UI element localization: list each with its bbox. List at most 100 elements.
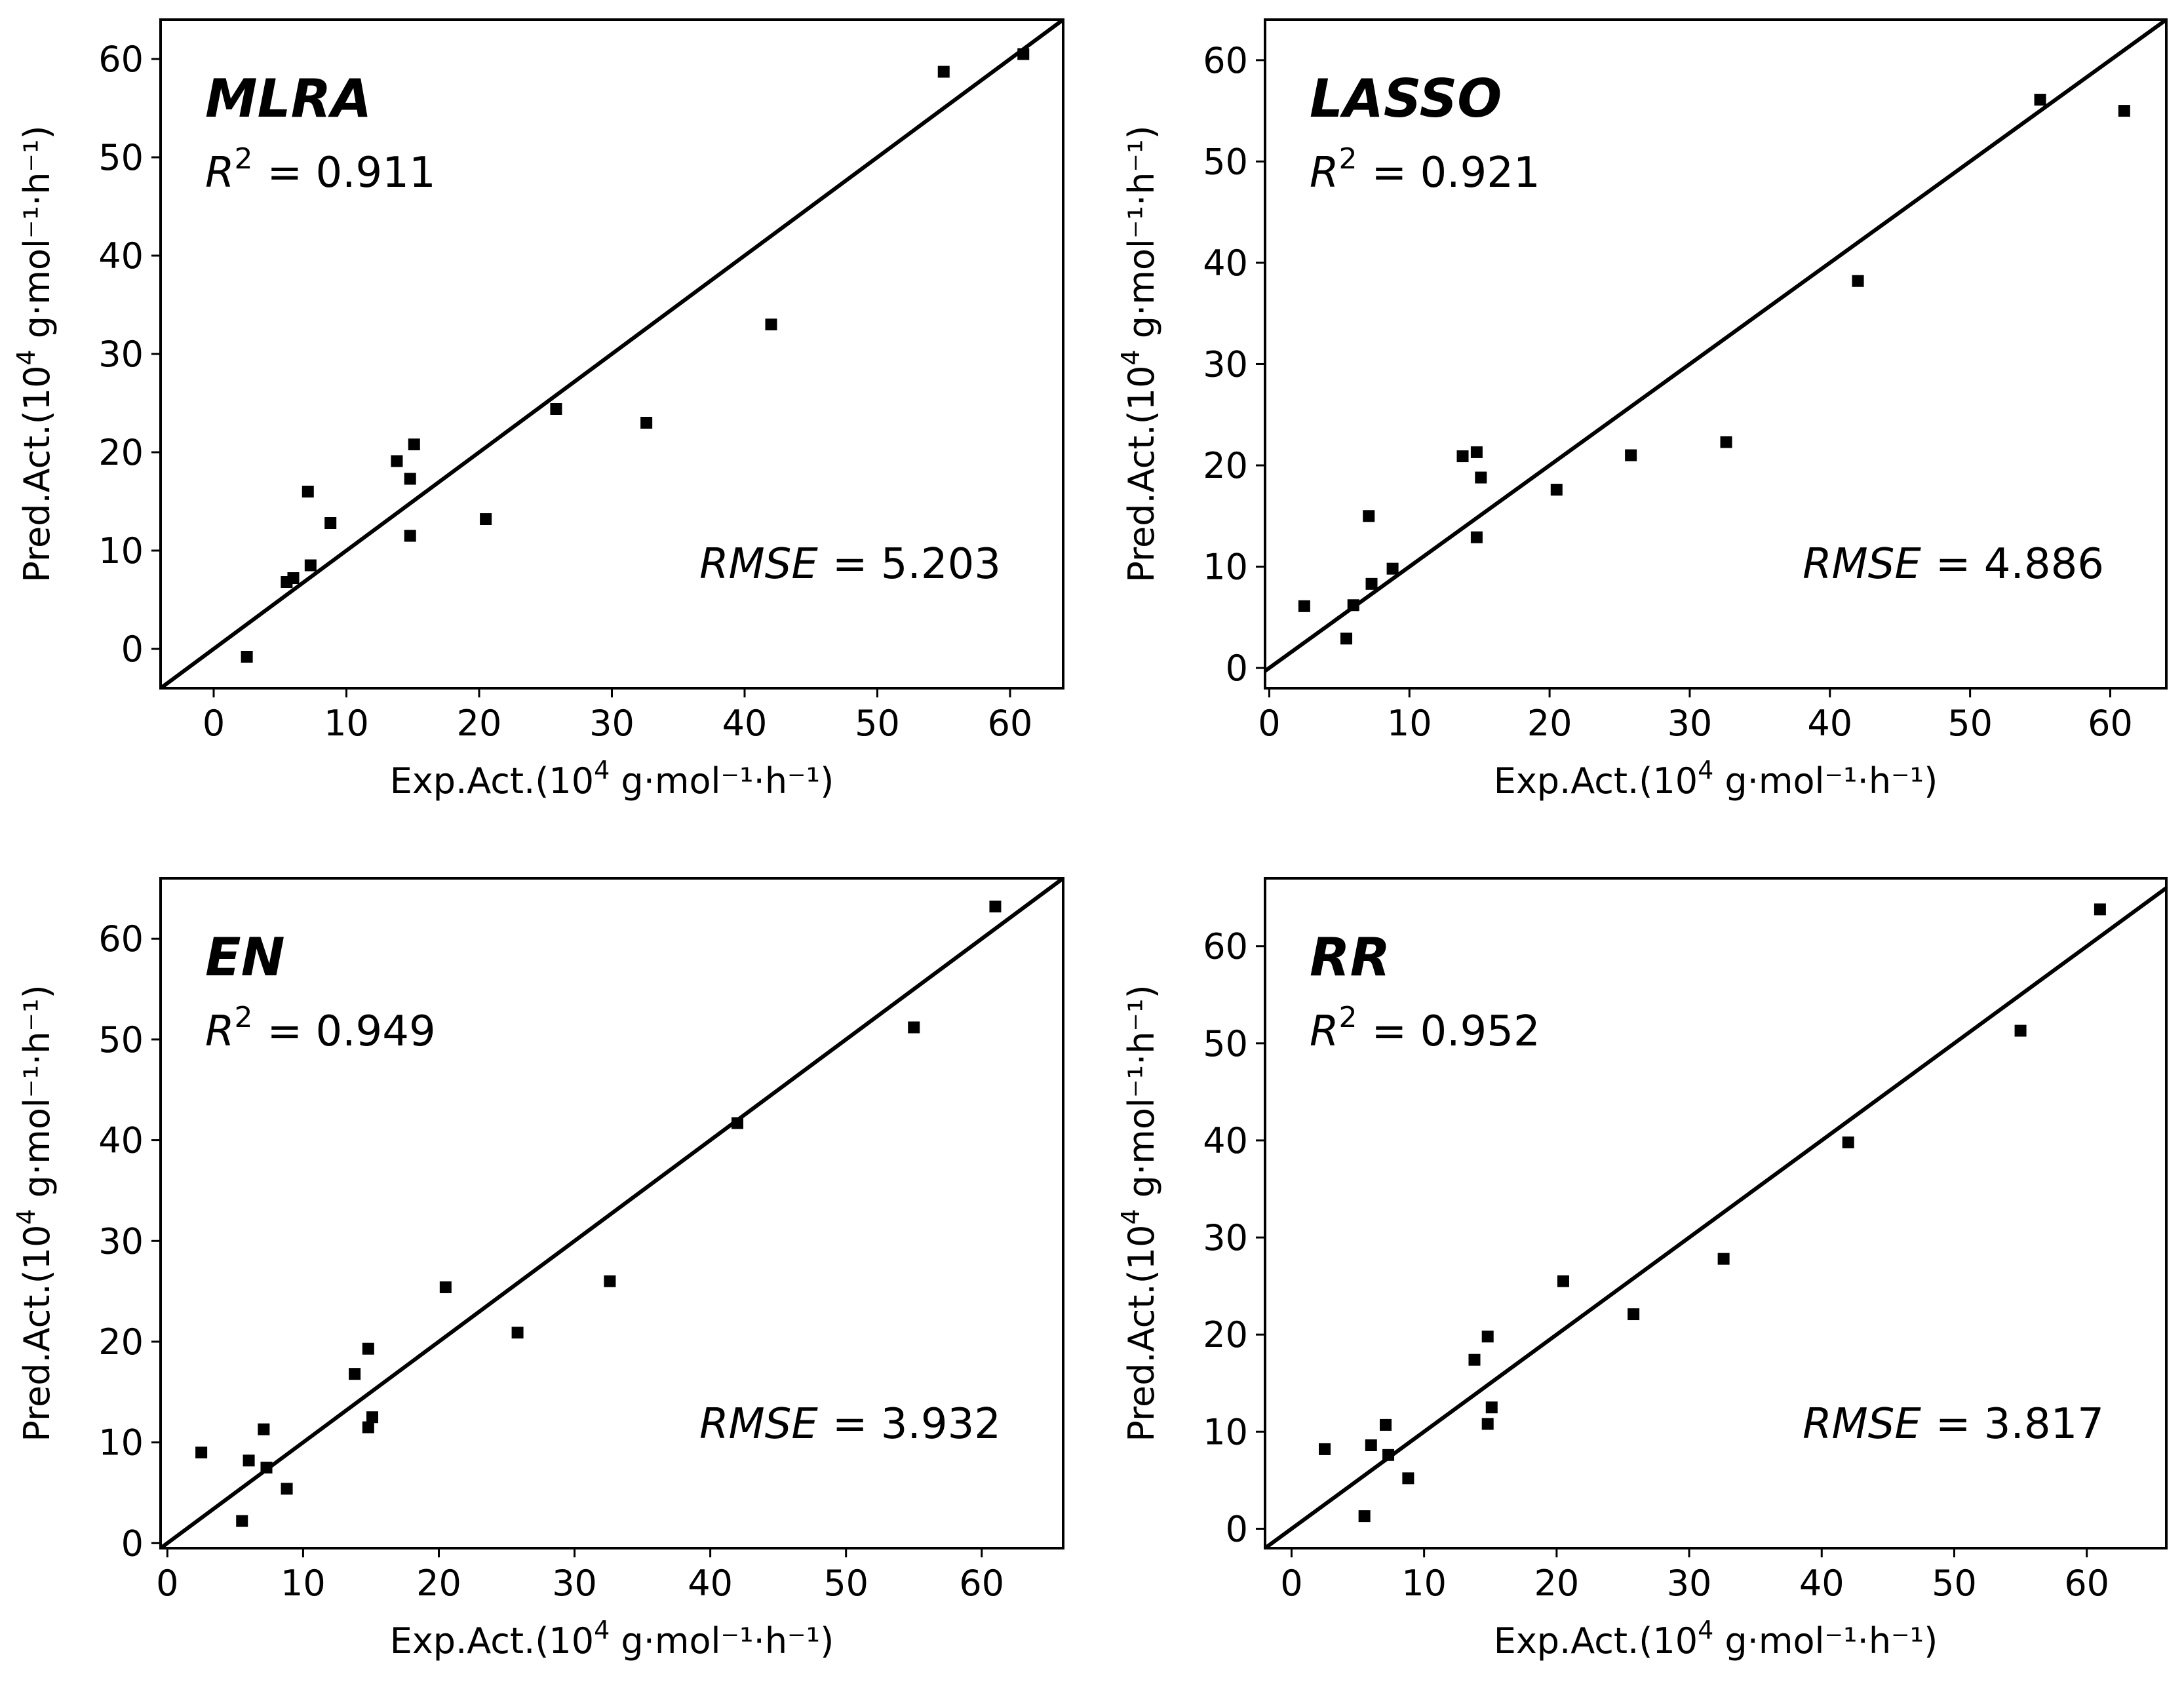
y-tick-label: 0 <box>1226 1508 1248 1549</box>
x-tick-label: 20 <box>416 1563 461 1604</box>
data-point <box>1475 471 1487 484</box>
plot-frame <box>1264 18 2168 690</box>
data-point <box>1468 1354 1481 1366</box>
x-tick-label: 20 <box>457 703 502 744</box>
y-tick-label: 50 <box>1203 141 1248 182</box>
data-point <box>2014 1024 2027 1037</box>
r2-annotation: R2 = 0.911 <box>205 142 436 197</box>
data-point <box>404 473 416 485</box>
data-point <box>362 1342 374 1355</box>
panel-bottom-right: 0 10 20 30 40 50 60 0 10 20 30 40 50 60 Exp.Act.(104 g… <box>1116 877 2168 1662</box>
data-point <box>2094 903 2106 916</box>
data-point <box>324 517 337 529</box>
x-tick-label: 30 <box>1667 1563 1712 1604</box>
x-axis-label: Exp.Act.(104 g·mol⁻¹·h⁻¹) <box>390 756 834 802</box>
y-tick-label: 0 <box>121 1523 144 1564</box>
y-tick-label: 50 <box>98 137 144 178</box>
panel-bottom-left: 0 10 20 30 40 50 60 0 10 20 30 40 50 60 Exp.Act.(104 g… <box>12 877 1064 1662</box>
data-point <box>1628 1308 1640 1321</box>
data-point <box>1365 1439 1377 1451</box>
y-tick-label: 40 <box>98 235 144 277</box>
panel-top-left: 0 10 20 30 40 50 60 0 10 20 30 40 50 60 Exp.Act.(104 g… <box>12 18 1064 802</box>
data-point <box>243 1454 255 1467</box>
y-axis-label: Pred.Act.(104 g·mol⁻¹·h⁻¹) <box>12 984 58 1441</box>
data-point <box>1842 1136 1854 1148</box>
data-point <box>1365 577 1378 590</box>
y-tick-label: 20 <box>98 432 144 473</box>
data-point <box>511 1327 524 1339</box>
data-point <box>241 651 253 663</box>
x-tick-label: 50 <box>823 1563 868 1604</box>
y-tick-label: 30 <box>1203 343 1248 385</box>
data-point <box>408 438 420 450</box>
x-tick-label: 40 <box>722 703 768 744</box>
panel-top-right: 0 10 20 30 40 50 60 0 10 20 30 40 50 60 Exp.Act.(104 g… <box>1116 18 2168 802</box>
r2-annotation: R2 = 0.921 <box>1310 142 1540 197</box>
x-tick-label: 50 <box>1932 1563 1977 1604</box>
x-tick-label: 10 <box>1401 1563 1447 1604</box>
data-point <box>1485 1401 1498 1414</box>
data-point <box>1358 1510 1371 1523</box>
x-tick-label: 50 <box>1947 703 1993 744</box>
data-point <box>1363 510 1375 522</box>
model-title: EN <box>205 927 285 988</box>
rmse-annotation: RMSE = 3.817 <box>1803 1400 2104 1449</box>
model-title: LASSO <box>1310 68 1502 129</box>
model-title: MLRA <box>205 68 372 129</box>
x-tick-label: 60 <box>988 703 1033 744</box>
x-tick-label: 40 <box>688 1563 733 1604</box>
reference-line <box>161 20 1063 688</box>
data-point <box>1340 633 1353 645</box>
y-tick-label: 60 <box>1203 40 1248 81</box>
data-point <box>765 319 777 330</box>
data-point <box>908 1021 920 1034</box>
r2-annotation: R2 = 0.952 <box>1310 1001 1540 1056</box>
y-tick-label: 40 <box>1203 1120 1248 1161</box>
model-title: RR <box>1310 927 1390 988</box>
data-point <box>302 486 314 497</box>
x-tick-label: 30 <box>589 703 634 744</box>
x-tick-label: 40 <box>1799 1563 1844 1604</box>
data-point <box>236 1515 248 1527</box>
x-tick-label: 10 <box>1387 703 1432 744</box>
y-tick-label: 50 <box>98 1019 144 1061</box>
data-point <box>439 1281 452 1293</box>
data-point <box>1550 484 1563 496</box>
data-point <box>1481 1418 1494 1430</box>
data-point <box>1470 531 1483 543</box>
data-point <box>366 1411 379 1424</box>
rmse-annotation: RMSE = 5.203 <box>699 540 1001 589</box>
x-tick-label: 30 <box>552 1563 597 1604</box>
data-point <box>1318 1443 1331 1455</box>
x-tick-label: 50 <box>855 703 900 744</box>
data-point <box>937 66 950 78</box>
y-tick-label: 40 <box>1203 243 1248 284</box>
data-point <box>287 572 300 584</box>
data-point <box>281 1483 293 1495</box>
y-tick-label: 60 <box>1203 926 1248 967</box>
y-axis-label: Pred.Act.(104 g·mol⁻¹·h⁻¹) <box>1116 984 1162 1441</box>
data-point <box>404 530 416 542</box>
y-tick-label: 10 <box>98 1422 144 1464</box>
x-axis-label: Exp.Act.(104 g·mol⁻¹·h⁻¹) <box>390 1616 834 1662</box>
x-tick-label: 60 <box>2064 1563 2109 1604</box>
y-tick-label: 0 <box>121 629 144 670</box>
data-point <box>1382 1449 1395 1461</box>
y-tick-label: 40 <box>98 1120 144 1161</box>
x-tick-label: 40 <box>1807 703 1852 744</box>
x-tick-label: 0 <box>156 1563 178 1604</box>
y-axis-label: Pred.Act.(104 g·mol⁻¹·h⁻¹) <box>1116 125 1162 582</box>
rmse-annotation: RMSE = 4.886 <box>1803 540 2104 589</box>
data-point <box>1017 48 1030 60</box>
data-point <box>480 513 492 525</box>
data-point <box>604 1275 616 1287</box>
data-point <box>731 1117 744 1129</box>
data-point <box>1481 1331 1494 1343</box>
x-tick-label: 0 <box>1258 703 1280 744</box>
x-tick-label: 60 <box>2088 703 2133 744</box>
plot-frame <box>1264 877 2168 1549</box>
x-axis-label: Exp.Act.(104 g·mol⁻¹·h⁻¹) <box>1494 756 1938 802</box>
x-tick-label: 20 <box>1527 703 1572 744</box>
data-point <box>1717 1253 1730 1265</box>
